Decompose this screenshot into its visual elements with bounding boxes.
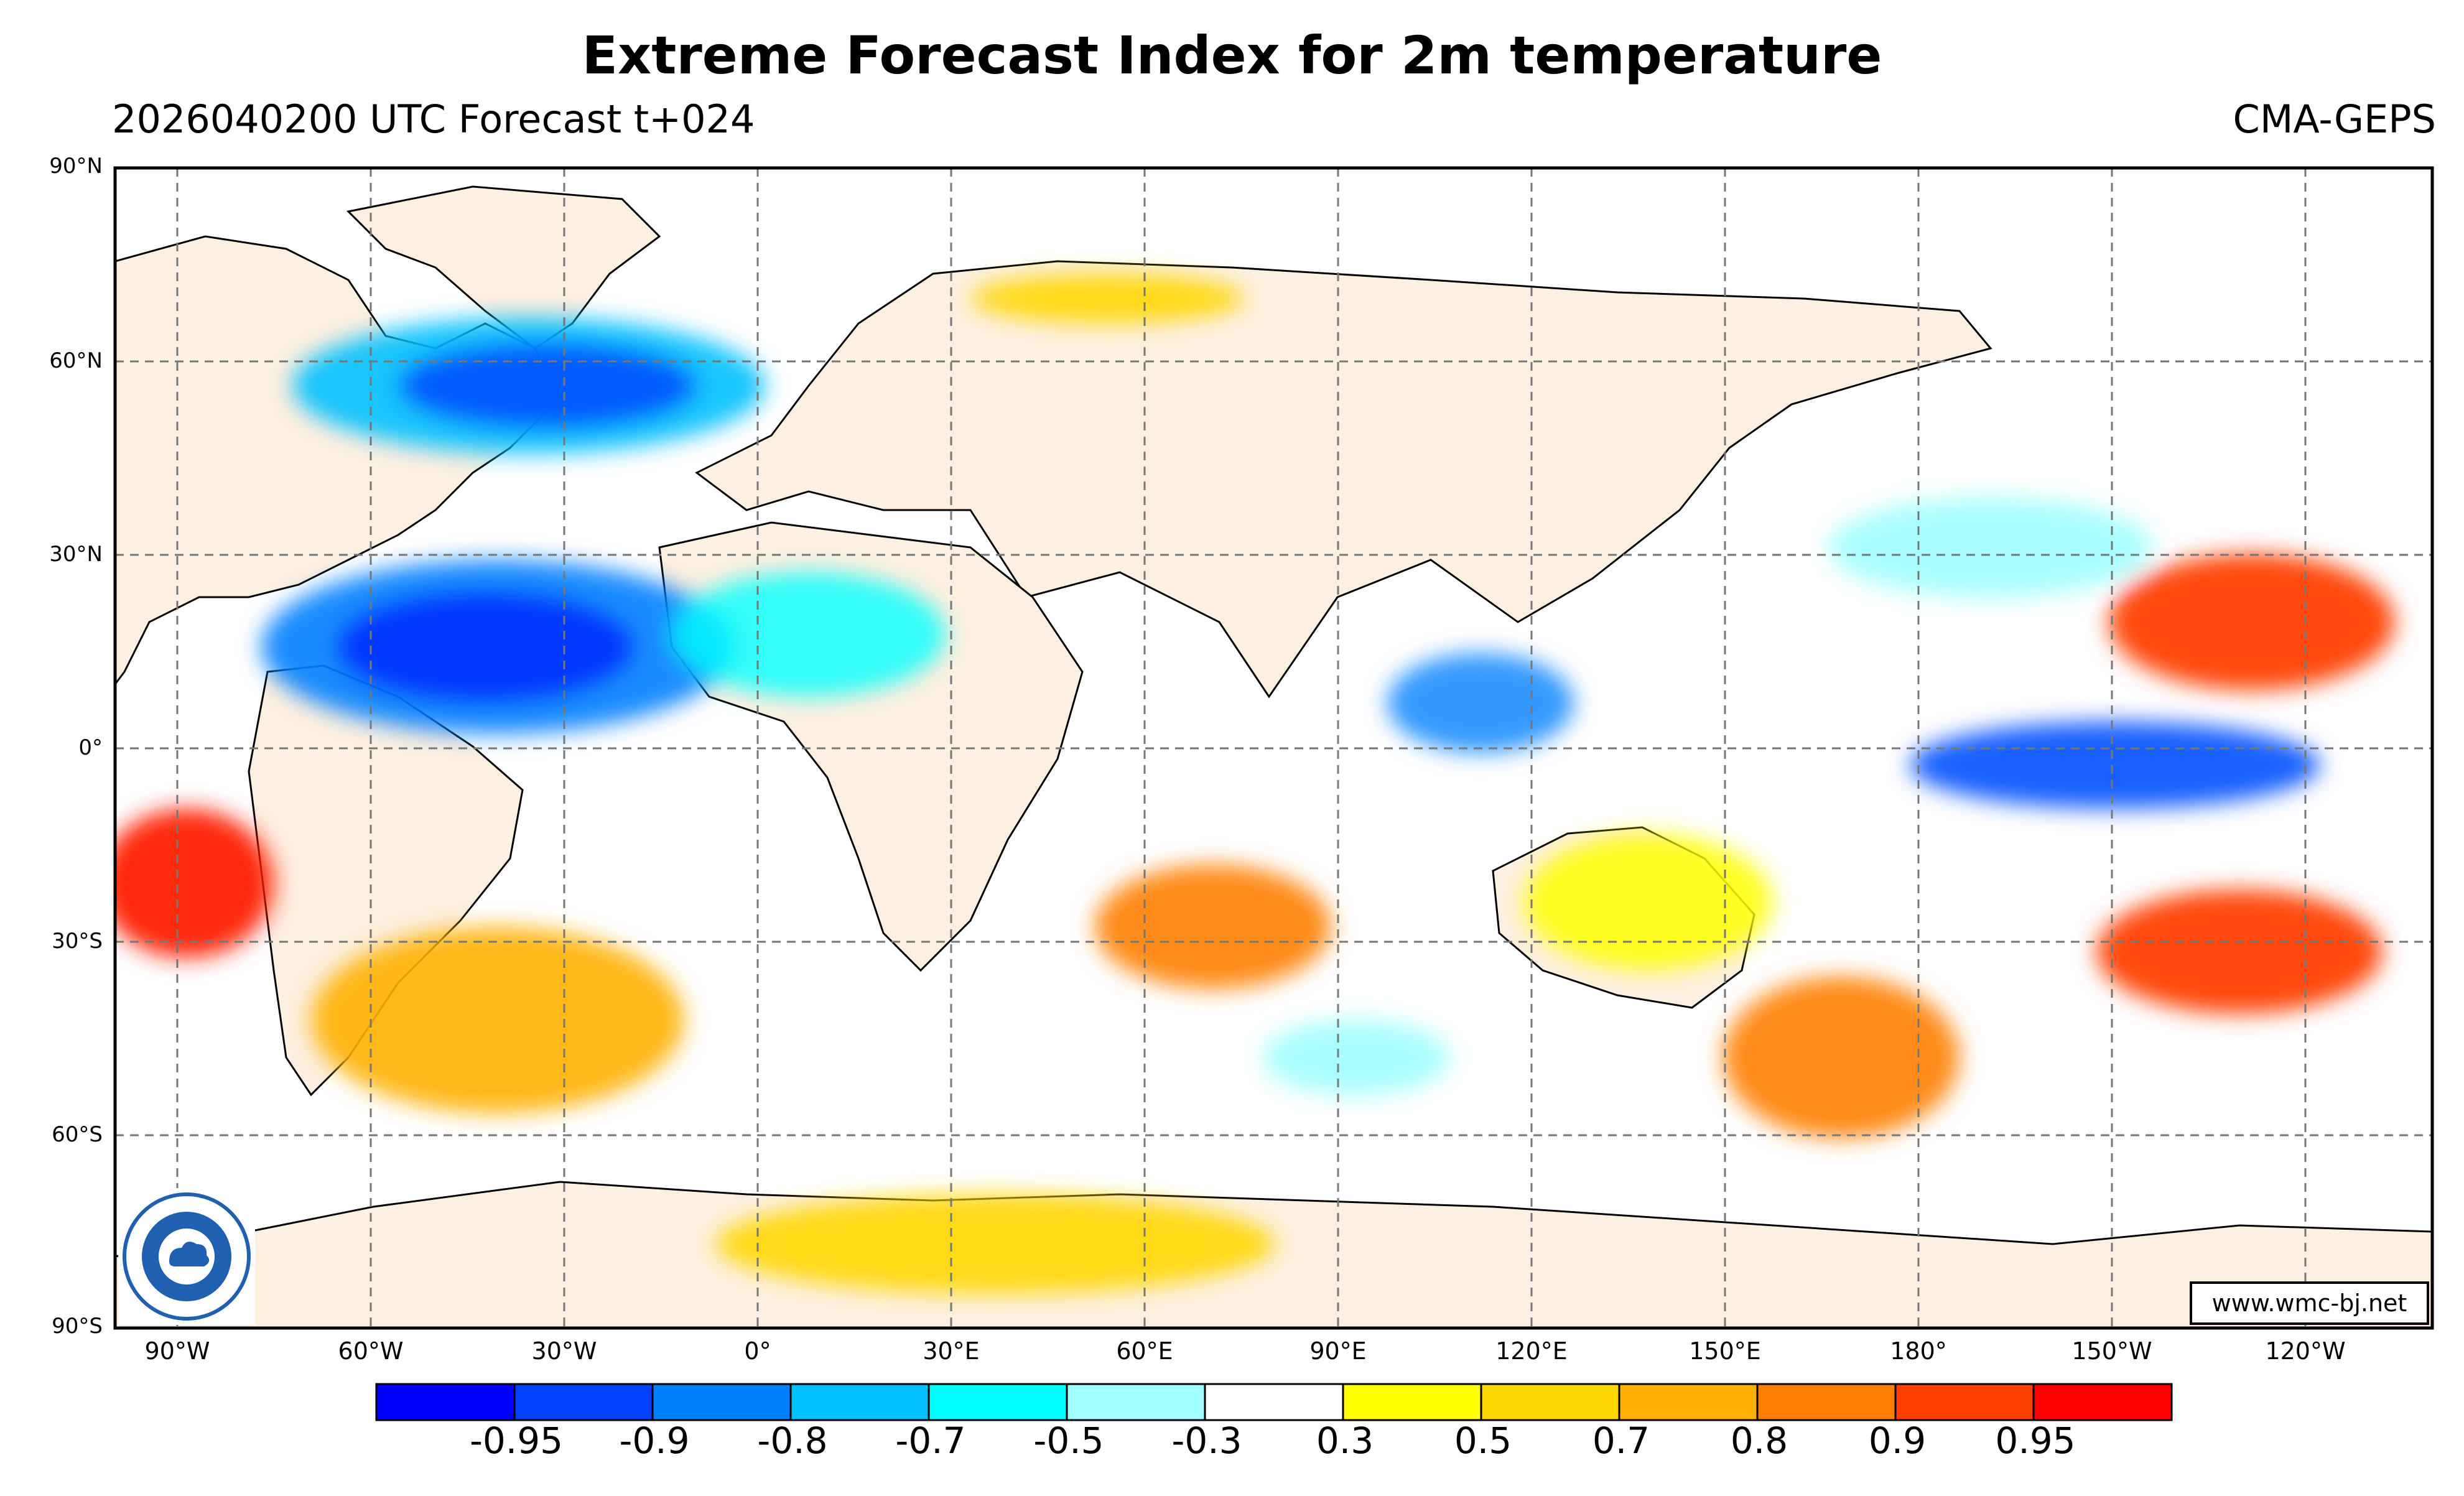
graticule <box>115 168 2432 1328</box>
colorbar-swatch <box>2032 1383 2173 1421</box>
lon-label-150w: 150°W <box>2071 1337 2152 1365</box>
colorbar-tick-label: -0.5 <box>1033 1419 1104 1462</box>
colorbar-tick-label: -0.3 <box>1171 1419 1242 1462</box>
lat-label-60n: 60°N <box>49 348 103 373</box>
source-credit: www.wmc-bj.net <box>2190 1281 2429 1325</box>
lon-label-120e: 120°E <box>1495 1337 1568 1365</box>
lon-label-90w: 90°W <box>144 1337 210 1365</box>
warm-anomaly-south-pacific <box>2096 890 2383 1014</box>
warm-anomaly-antarctica <box>715 1194 1275 1294</box>
map-frame <box>113 166 2434 1330</box>
lat-label-60s: 60°S <box>52 1122 103 1147</box>
colorbar-tick-label: -0.7 <box>895 1419 966 1462</box>
cold-anomaly-maritime-continent <box>1387 653 1574 753</box>
colorbar <box>375 1383 2173 1421</box>
cold-anomaly-south-atlantic <box>1263 1020 1449 1095</box>
colorbar-tick-label: -0.95 <box>469 1419 564 1462</box>
warm-anomaly-arctic <box>970 274 1244 323</box>
colorbar-tick-label: 0.8 <box>1730 1419 1788 1462</box>
lat-label-90n: 90°N <box>49 154 103 179</box>
warm-anomaly-southeast-pacific <box>115 809 274 958</box>
chart-title: Extreme Forecast Index for 2m temperatur… <box>582 25 1882 86</box>
colorbar-swatch <box>1480 1383 1620 1421</box>
warm-anomaly-south-indian <box>1095 865 1331 989</box>
colorbar-swatch <box>1204 1383 1344 1421</box>
lon-label-150e: 150°E <box>1689 1337 1761 1365</box>
colorbar-swatch <box>789 1383 930 1421</box>
lon-label-120w: 120°W <box>2265 1337 2346 1365</box>
cma-logo-icon <box>118 1188 255 1325</box>
cold-anomaly-pacific-north <box>1829 498 2152 597</box>
colorbar-swatch <box>1342 1383 1482 1421</box>
colorbar-swatch <box>1894 1383 2035 1421</box>
lon-label-60w: 60°W <box>338 1337 404 1365</box>
lon-label-180: 180° <box>1890 1337 1947 1365</box>
colorbar-swatch <box>375 1383 516 1421</box>
colorbar-swatch <box>651 1383 792 1421</box>
lon-label-30w: 30°W <box>531 1337 597 1365</box>
colorbar-swatch <box>1618 1383 1759 1421</box>
colorbar-tick-label: 0.5 <box>1454 1419 1512 1462</box>
colorbar-swatch <box>1756 1383 1897 1421</box>
colorbar-swatch <box>513 1383 654 1421</box>
model-name: CMA-GEPS <box>2233 96 2436 142</box>
warm-anomaly-east-pacific-north <box>2109 554 2395 690</box>
lon-label-30e: 30°E <box>923 1337 980 1365</box>
warm-anomaly-south-atlantic <box>311 927 684 1113</box>
colorbar-tick-label: 0.7 <box>1592 1419 1650 1462</box>
colorbar-swatch <box>1066 1383 1206 1421</box>
land-antarctica <box>115 1181 2432 1328</box>
lon-label-0: 0° <box>744 1337 771 1365</box>
colorbar-tick-label: 0.3 <box>1316 1419 1374 1462</box>
cold-anomaly-sahara <box>672 572 946 697</box>
run-info: 2026040200 UTC Forecast t+024 <box>112 96 755 142</box>
colorbar-tick-label: 0.9 <box>1868 1419 1927 1462</box>
lat-label-0: 0° <box>78 735 103 760</box>
cold-anomaly-tropical-atlantic-core <box>336 591 635 703</box>
lat-label-30s: 30°S <box>52 929 103 954</box>
lat-label-30n: 30°N <box>49 542 103 567</box>
land-eurasia <box>695 260 1992 699</box>
colorbar-tick-label: -0.8 <box>757 1419 828 1462</box>
lon-label-60e: 60°E <box>1116 1337 1173 1365</box>
colorbar-tick-label: -0.9 <box>619 1419 690 1462</box>
colorbar-tick-label: 0.95 <box>1995 1419 2076 1462</box>
lon-label-90e: 90°E <box>1309 1337 1367 1365</box>
lat-label-90s: 90°S <box>52 1314 103 1339</box>
warm-anomaly-new-zealand <box>1723 977 1960 1138</box>
efi-field-layer <box>115 274 2395 1294</box>
cold-anomaly-north-atlantic-core <box>398 342 697 429</box>
colorbar-swatch <box>927 1383 1068 1421</box>
cold-anomaly-equatorial-pacific <box>1910 722 2320 809</box>
warm-anomaly-australia <box>1524 834 1773 970</box>
